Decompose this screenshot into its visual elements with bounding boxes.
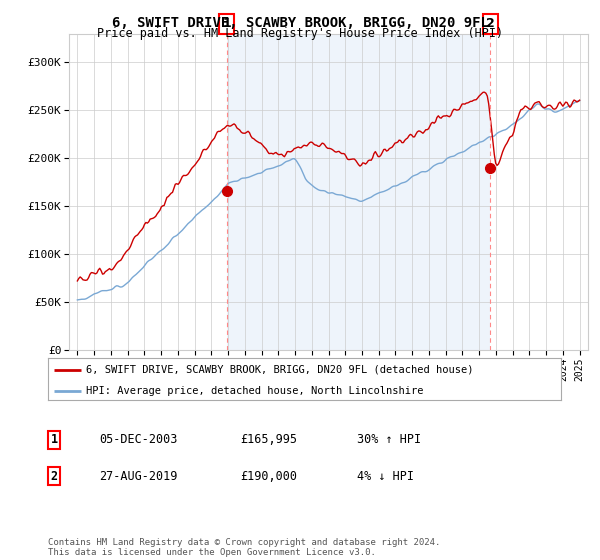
Text: 30% ↑ HPI: 30% ↑ HPI bbox=[357, 433, 421, 446]
Text: 2: 2 bbox=[50, 469, 58, 483]
Text: £190,000: £190,000 bbox=[240, 469, 297, 483]
Text: 2: 2 bbox=[485, 17, 494, 30]
Text: 05-DEC-2003: 05-DEC-2003 bbox=[99, 433, 178, 446]
Text: 1: 1 bbox=[50, 433, 58, 446]
Text: £165,995: £165,995 bbox=[240, 433, 297, 446]
Text: Price paid vs. HM Land Registry's House Price Index (HPI): Price paid vs. HM Land Registry's House … bbox=[97, 27, 503, 40]
Text: 4% ↓ HPI: 4% ↓ HPI bbox=[357, 469, 414, 483]
Bar bbox=[227, 34, 490, 350]
Text: 6, SWIFT DRIVE, SCAWBY BROOK, BRIGG, DN20 9FL: 6, SWIFT DRIVE, SCAWBY BROOK, BRIGG, DN2… bbox=[112, 16, 488, 30]
Text: 1: 1 bbox=[223, 17, 231, 30]
Text: Contains HM Land Registry data © Crown copyright and database right 2024.
This d: Contains HM Land Registry data © Crown c… bbox=[48, 538, 440, 557]
Text: 6, SWIFT DRIVE, SCAWBY BROOK, BRIGG, DN20 9FL (detached house): 6, SWIFT DRIVE, SCAWBY BROOK, BRIGG, DN2… bbox=[86, 365, 474, 375]
Text: 27-AUG-2019: 27-AUG-2019 bbox=[99, 469, 178, 483]
Text: HPI: Average price, detached house, North Lincolnshire: HPI: Average price, detached house, Nort… bbox=[86, 386, 424, 396]
